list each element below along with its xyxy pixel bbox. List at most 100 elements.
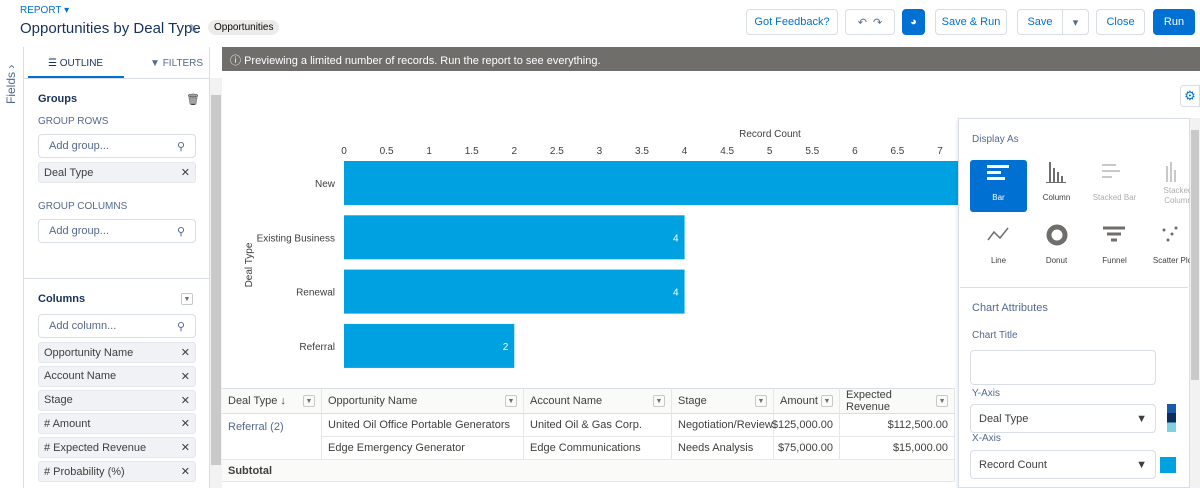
remove-icon[interactable]: ✕ — [180, 347, 190, 359]
fields-drawer-label[interactable]: Fields › — [4, 64, 18, 104]
header-menu[interactable]: ▼ — [755, 395, 767, 407]
column-item[interactable]: # Probability (%) ✕ — [38, 461, 196, 482]
chart-type-option[interactable]: Donut — [1045, 256, 1068, 265]
columns-input[interactable]: Add column... ⚲ — [38, 314, 196, 338]
column-header[interactable]: Opportunity Name ▼ — [322, 388, 524, 414]
column-item[interactable]: # Expected Revenue ✕ — [38, 437, 196, 459]
feedback-button[interactable]: Got Feedback? — [746, 9, 838, 35]
x-axis-color[interactable] — [1160, 457, 1176, 473]
report-type[interactable]: REPORT ▾ — [20, 5, 70, 16]
remove-icon[interactable]: ✕ — [180, 418, 190, 431]
x-tick-label: 7 — [937, 146, 943, 157]
x-tick-label: 1 — [426, 146, 432, 157]
item-text: # Expected Revenue — [44, 441, 147, 454]
outline-tab[interactable]: ☰ OUTLINE — [48, 58, 104, 69]
item-text: Account Name — [44, 370, 117, 383]
header-text: Account Name — [530, 395, 603, 407]
y-tick-label: Renewal — [296, 288, 335, 299]
table-cell: Negotiation/Review — [672, 414, 774, 437]
column-item[interactable]: Account Name ✕ — [38, 365, 196, 387]
header-menu[interactable]: ▼ — [821, 395, 833, 407]
chart-title-label: Chart Title — [972, 330, 1018, 341]
table-cell: $75,000.00 — [774, 437, 840, 460]
chart-type-option[interactable]: Column — [1042, 193, 1071, 202]
x-tick-label: 2 — [512, 146, 518, 157]
tab-underline — [28, 76, 124, 78]
x-tick-label: 5.5 — [805, 146, 819, 157]
table-cell: United Oil & Gas Corp. — [524, 414, 672, 437]
column-header[interactable]: Expected Revenue ▼ — [840, 388, 955, 414]
fields-drawer[interactable] — [0, 47, 24, 488]
header-menu[interactable]: ▼ — [936, 395, 948, 407]
chart-toggle[interactable]: ◕ — [902, 9, 925, 35]
edit-icon[interactable]: ✎ — [188, 22, 199, 36]
chart-type-option[interactable]: Funnel — [1102, 256, 1127, 265]
chart-type-option[interactable]: Stacked Bar — [1092, 193, 1137, 202]
column-header[interactable]: Deal Type ↓ ▼ — [222, 388, 322, 414]
y-tick-label: Referral — [299, 342, 335, 353]
data-label: 4 — [673, 233, 679, 244]
group-columns-input[interactable]: Add group... ⚲ — [38, 219, 196, 243]
x-axis-label: X-Axis — [972, 433, 1001, 444]
placeholder: Add group... — [49, 140, 109, 152]
chart-type-option[interactable]: Stacked Column — [1163, 186, 1193, 205]
column-header[interactable]: Account Name ▼ — [524, 388, 672, 414]
table-cell: $125,000.00 — [772, 414, 840, 437]
select-value: Deal Type — [979, 412, 1029, 425]
subtotal-cell: Subtotal — [222, 460, 955, 482]
header-menu[interactable]: ▼ — [303, 395, 315, 407]
save-button[interactable]: Save — [1017, 9, 1063, 35]
column-item[interactable]: Opportunity Name ✕ — [38, 342, 196, 363]
remove-icon[interactable]: ✕ — [180, 442, 190, 455]
save-menu[interactable]: ▾ — [1062, 9, 1089, 35]
save-run-button[interactable]: Save & Run — [935, 9, 1007, 35]
header-text: Opportunity Name — [328, 395, 418, 407]
x-tick-label: 6.5 — [890, 146, 904, 157]
bar-option-selected[interactable] — [970, 160, 1027, 212]
bar — [344, 323, 515, 368]
scroll-thumb[interactable] — [1191, 130, 1199, 380]
undo-redo[interactable]: ↶ ↷ — [845, 9, 895, 35]
remove-icon[interactable]: ✕ — [180, 394, 190, 407]
banner-text: Previewing a limited number of records. … — [244, 55, 601, 67]
x-tick-label: 0 — [341, 146, 347, 157]
table-cell: Edge Emergency Generator — [322, 437, 524, 460]
table-cell: $112,500.00 — [840, 414, 955, 437]
filters-tab[interactable]: ▼ FILTERS — [150, 58, 204, 69]
header-menu[interactable]: ▼ — [505, 395, 517, 407]
group-row-item[interactable]: Deal Type ✕ — [38, 162, 196, 183]
x-tick-label: 3.5 — [635, 146, 649, 157]
remove-icon[interactable]: ✕ — [180, 466, 190, 478]
chart-settings-gear[interactable]: ⚙ — [1180, 85, 1200, 107]
column-item[interactable]: # Amount ✕ — [38, 413, 196, 435]
column-header[interactable]: Stage ▼ — [672, 388, 774, 414]
group-rows-label: GROUP ROWS — [38, 116, 109, 127]
divider — [24, 278, 210, 279]
chart-type-option[interactable]: Scatter Plo — [1152, 256, 1193, 265]
fields-text: Fields — [4, 71, 18, 104]
x-tick-label: 1.5 — [465, 146, 479, 157]
x-axis-select[interactable]: Record Count ▼ — [970, 450, 1156, 479]
filters-text: FILTERS — [162, 58, 204, 69]
y-axis-color[interactable] — [1167, 404, 1176, 432]
item-text: Deal Type — [44, 166, 94, 179]
chart-type-option[interactable]: Bar — [992, 193, 1005, 202]
item-text: # Probability (%) — [44, 465, 125, 478]
column-item[interactable]: Stage ✕ — [38, 389, 196, 411]
chart-title-input[interactable] — [970, 350, 1156, 385]
y-axis-select[interactable]: Deal Type ▼ — [970, 404, 1156, 433]
remove-icon[interactable]: ✕ — [180, 370, 190, 383]
close-button[interactable]: Close — [1096, 9, 1145, 35]
run-button[interactable]: Run — [1153, 9, 1195, 35]
scroll-thumb[interactable] — [211, 95, 221, 465]
chart-type-icons — [987, 162, 1178, 246]
group-rows-input[interactable]: Add group... ⚲ — [38, 134, 196, 158]
chart: Record Count Deal Type 0 0.5 1 1.5 2 2.5 3 3.5 4 4.… — [244, 129, 958, 368]
columns-menu[interactable]: ▼ — [181, 293, 193, 305]
column-header[interactable]: Amount ▼ — [774, 388, 840, 414]
chart-type-option[interactable]: Line — [990, 256, 1007, 265]
delete-icon[interactable]: 🗑 — [186, 94, 200, 106]
y-tick-label: New — [315, 179, 336, 190]
report-badge: Opportunities — [208, 20, 280, 35]
header-menu[interactable]: ▼ — [653, 395, 665, 407]
